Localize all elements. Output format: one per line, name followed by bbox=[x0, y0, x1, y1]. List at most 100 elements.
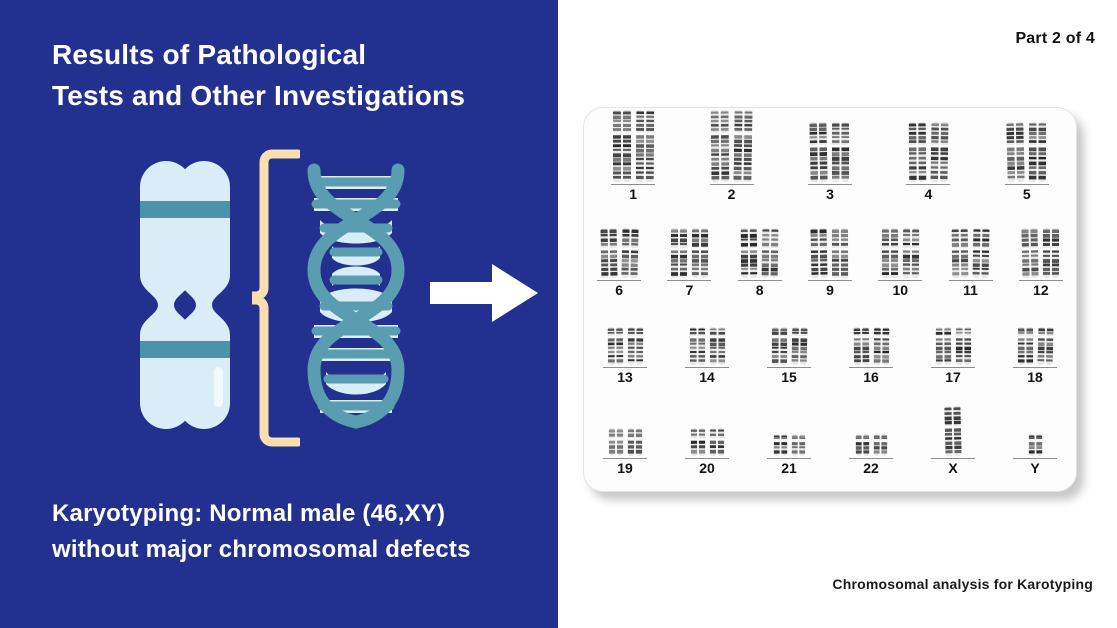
chromosome-underline bbox=[931, 366, 975, 368]
chromosome-underline bbox=[667, 279, 712, 281]
chromosome-underline bbox=[807, 183, 852, 185]
chromosome-icon bbox=[944, 405, 962, 456]
chromosome-pair bbox=[853, 326, 890, 365]
chromosome-icon bbox=[791, 433, 806, 456]
chromosome-icon bbox=[689, 326, 706, 365]
chromosome-icon bbox=[1021, 227, 1040, 278]
chromosome-icon bbox=[873, 433, 888, 456]
left-blue-panel: Results of Pathological Tests and Other … bbox=[0, 0, 558, 628]
chromosome-pair bbox=[740, 227, 779, 278]
chromosome-label: 20 bbox=[699, 459, 715, 476]
chromosome-pair bbox=[881, 227, 920, 278]
page-title-line-1: Results of Pathological bbox=[52, 39, 367, 70]
chromosome-group: 7 bbox=[667, 227, 712, 298]
chromosome-underline bbox=[1004, 183, 1049, 185]
chromosome-underline bbox=[737, 279, 782, 281]
chromosome-group: 20 bbox=[685, 427, 729, 476]
chromosome-icon bbox=[607, 326, 624, 365]
chromosome-icon bbox=[935, 326, 952, 365]
chromosome-icon bbox=[709, 427, 725, 456]
chromosome-icon bbox=[810, 227, 829, 278]
chromosome-icon bbox=[110, 155, 260, 435]
chromosome-underline bbox=[767, 366, 811, 368]
chromosome-group: 21 bbox=[767, 433, 811, 476]
chromosome-icon bbox=[740, 227, 758, 278]
chromosome-label: 22 bbox=[863, 459, 879, 476]
chromosome-pair bbox=[931, 405, 975, 456]
chromosome-icon bbox=[709, 326, 726, 365]
chromosome-group: 14 bbox=[685, 326, 729, 385]
chromosome-pair bbox=[1006, 121, 1047, 182]
chromosome-group: 2 bbox=[709, 109, 754, 202]
chromosome-icon bbox=[1017, 326, 1034, 365]
chromosome-icon bbox=[627, 427, 643, 456]
chromosome-icon bbox=[600, 227, 618, 278]
genetics-illustration bbox=[100, 140, 540, 460]
dna-helix-icon bbox=[296, 160, 416, 430]
chromosome-group: 15 bbox=[767, 326, 811, 385]
chromosome-label: 18 bbox=[1027, 368, 1043, 385]
chromosome-pair bbox=[771, 326, 808, 365]
chromosome-group: Y bbox=[1013, 433, 1057, 476]
chromosome-icon bbox=[908, 121, 927, 182]
chromosome-underline bbox=[1013, 457, 1057, 459]
chromosome-label: 11 bbox=[963, 281, 978, 298]
chromosome-pair bbox=[600, 227, 639, 278]
chromosome-underline bbox=[878, 279, 923, 281]
chromosome-icon bbox=[773, 433, 788, 456]
chromosome-icon bbox=[620, 227, 639, 278]
chromosome-group: 12 bbox=[1018, 227, 1063, 298]
chromosome-label: 5 bbox=[1022, 185, 1031, 202]
chromosome-underline bbox=[807, 279, 852, 281]
karyotype-row: 1 2 bbox=[584, 109, 1076, 202]
chromosome-label: 4 bbox=[924, 185, 933, 202]
chromosome-pair bbox=[773, 433, 806, 456]
chromosome-pair bbox=[690, 427, 725, 456]
chromosome-label: 15 bbox=[781, 368, 797, 385]
chromosome-group: 11 bbox=[948, 227, 993, 298]
figure-caption: Chromosomal analysis for Karotyping bbox=[832, 576, 1093, 592]
chromosome-pair bbox=[1017, 326, 1054, 365]
chromosome-underline bbox=[1018, 279, 1063, 281]
chromosome-icon bbox=[733, 109, 753, 182]
chromosome-icon bbox=[790, 326, 808, 365]
chromosome-label: Y bbox=[1030, 459, 1040, 476]
chromosome-icon bbox=[831, 121, 850, 182]
chromosome-underline bbox=[948, 279, 993, 281]
chromosome-icon bbox=[1028, 121, 1047, 182]
chromosome-icon bbox=[608, 427, 624, 456]
chromosome-icon bbox=[1042, 227, 1060, 278]
chromosome-pair bbox=[1013, 433, 1057, 456]
chromosome-icon bbox=[710, 109, 730, 182]
chromosome-pair bbox=[809, 121, 850, 182]
karyotype-row: 19 20 bbox=[584, 405, 1076, 476]
chromosome-label: 7 bbox=[685, 281, 694, 298]
chromosome-icon bbox=[951, 227, 969, 278]
chromosome-underline bbox=[685, 457, 729, 459]
chromosome-icon bbox=[972, 227, 990, 278]
chromosome-icon bbox=[690, 427, 706, 456]
chromosome-pair bbox=[935, 326, 972, 365]
chromosome-label: 1 bbox=[629, 185, 638, 202]
chromosome-group: 1 bbox=[611, 109, 656, 202]
chromosome-pair bbox=[908, 121, 949, 182]
chromosome-icon bbox=[881, 227, 899, 278]
karyotype-row: 13 14 bbox=[584, 323, 1076, 385]
chromosome-underline bbox=[1013, 366, 1057, 368]
chromosome-label: 10 bbox=[892, 281, 909, 298]
chromosome-label: 8 bbox=[755, 281, 764, 298]
chromosome-label: 17 bbox=[945, 368, 961, 385]
chromosome-label: 12 bbox=[1033, 281, 1049, 298]
chromosome-icon bbox=[902, 227, 920, 278]
chromosome-label: X bbox=[948, 459, 958, 476]
chromosome-icon bbox=[855, 433, 870, 456]
chromosome-label: 2 bbox=[727, 185, 736, 202]
chromosome-pair bbox=[689, 326, 726, 365]
chromosome-pair bbox=[1021, 227, 1060, 278]
chromosome-icon bbox=[761, 227, 779, 278]
karyotype-row: 6 7 bbox=[584, 227, 1076, 298]
chromosome-icon bbox=[771, 326, 788, 365]
chromosome-icon bbox=[853, 326, 870, 365]
conclusion-line-1: Karyotyping: Normal male (46,XY) bbox=[52, 500, 446, 527]
chromosome-underline bbox=[597, 279, 642, 281]
